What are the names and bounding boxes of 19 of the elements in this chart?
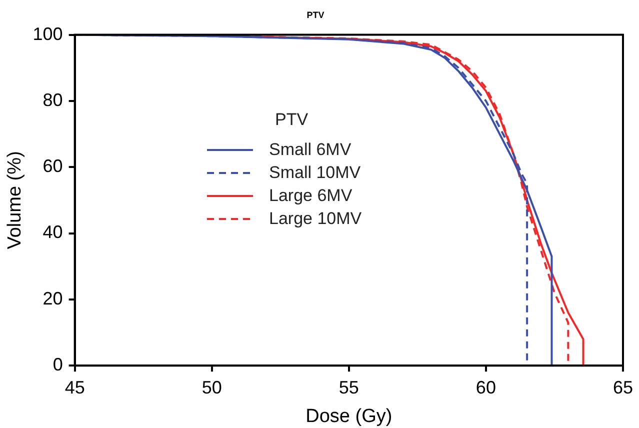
y-tick-label: 40 <box>42 222 63 242</box>
y-tick-label: 60 <box>42 156 63 176</box>
legend-label: Large 6MV <box>269 186 352 206</box>
y-tick-label: 0 <box>52 354 63 375</box>
x-tick-label: 65 <box>612 377 634 398</box>
legend-label: Small 6MV <box>269 140 352 160</box>
legend-label: Small 10MV <box>269 162 361 182</box>
legend-label: Large 10MV <box>269 208 362 228</box>
x-tick-label: 55 <box>338 377 359 398</box>
y-tick-label: 100 <box>32 24 63 44</box>
chart-title: PTV <box>306 10 324 20</box>
legend-title: PTV <box>275 110 310 130</box>
y-axis-title: Volume (%) <box>4 151 26 250</box>
x-tick-label: 45 <box>64 377 85 398</box>
x-tick-label: 50 <box>202 377 222 398</box>
x-tick-label: 60 <box>476 377 496 398</box>
x-axis-title: Dose (Gy) <box>306 406 392 427</box>
y-tick-label: 80 <box>42 90 63 110</box>
y-tick-label: 20 <box>42 288 63 308</box>
